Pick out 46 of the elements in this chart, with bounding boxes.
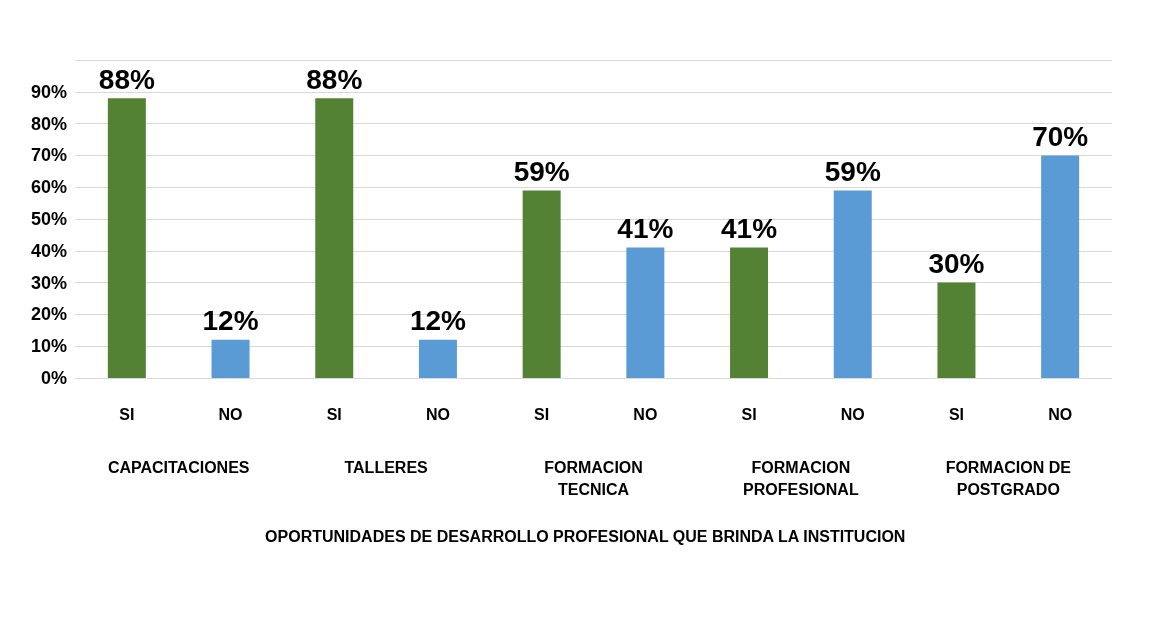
x-tick-label: NO (633, 405, 658, 423)
x-tick-label: NO (1048, 405, 1073, 423)
data-label: 59% (513, 155, 570, 187)
bar (522, 190, 561, 378)
y-tick-label: 40% (30, 240, 67, 261)
y-tick-label: 50% (30, 209, 67, 229)
data-label: 12% (202, 305, 259, 337)
data-label: 59% (824, 155, 881, 187)
x-tick-label: NO (425, 405, 450, 423)
x-tick-label: SI (948, 405, 965, 423)
x-tick-label: SI (741, 405, 757, 423)
bar (1041, 155, 1080, 378)
bar (730, 247, 769, 378)
y-tick-label: 20% (30, 304, 67, 325)
text: CAPACITACIONES (107, 458, 250, 476)
x-tick-label: NO (218, 405, 243, 423)
data-label: 88% (98, 63, 155, 95)
x-tick-label: NO (840, 405, 865, 423)
text: OPORTUNIDADES DE DESARROLLO PROFESIONAL QUE BRINDA LA INSTITUCION (265, 527, 906, 545)
data-label: 41% (617, 213, 674, 245)
y-tick-label: 90% (30, 81, 67, 102)
x-tick-label: SI (326, 405, 342, 423)
y-tick-label: 70% (30, 145, 67, 166)
text: TALLERES (344, 458, 429, 476)
x-tick-label: SI (119, 405, 135, 423)
y-tick-label: 80% (30, 113, 67, 134)
data-label: 70% (1032, 120, 1089, 152)
text: FORMACION TECNICA (544, 458, 643, 498)
bar (211, 339, 250, 378)
bar (418, 339, 457, 378)
bar (833, 190, 872, 378)
y-tick-label: 60% (30, 177, 67, 198)
bar (937, 282, 976, 378)
bar (107, 98, 146, 378)
data-label: 12% (409, 305, 467, 337)
text: FORMACION DE POSTGRADO (945, 458, 1072, 498)
data-label: 30% (928, 248, 985, 280)
y-tick-label: 30% (30, 272, 67, 293)
text: FORMACION PROFESIONAL (743, 458, 859, 498)
data-label: 88% (306, 63, 363, 95)
bar (626, 247, 665, 378)
y-tick-label: 10% (30, 336, 67, 357)
data-label: 41% (721, 213, 778, 245)
bar (315, 98, 354, 378)
y-tick-label: 0% (40, 368, 67, 388)
x-tick-label: SI (534, 405, 550, 423)
